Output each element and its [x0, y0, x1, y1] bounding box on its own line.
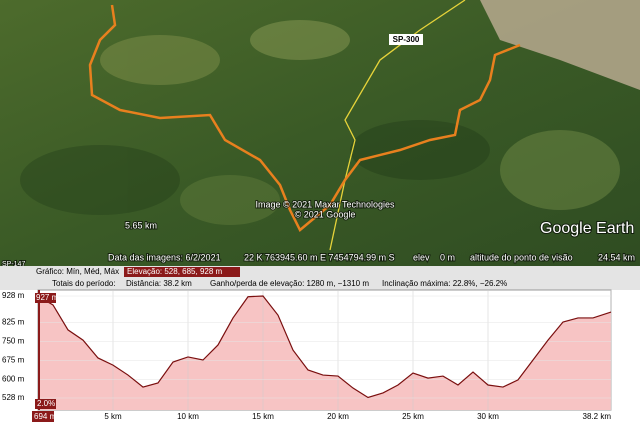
elev-label: elev — [413, 252, 430, 262]
eye-alt-label: altitude do ponto de visão — [470, 252, 573, 262]
x-tick-label: 10 km — [177, 412, 199, 421]
profile-header — [0, 266, 640, 290]
x-tick-label: 20 km — [327, 412, 349, 421]
eye-alt-value: 24.54 km — [598, 252, 635, 262]
elevation-line — [37, 295, 612, 399]
cursor-badge — [35, 399, 56, 409]
y-tick-label: 675 m — [2, 356, 25, 365]
x-tick-label: 38.2 km — [583, 412, 612, 421]
road-label: SP-147 — [2, 261, 25, 268]
x-tick-label: 15 km — [252, 412, 274, 421]
terrain — [20, 20, 620, 225]
distance: Distância: 38.2 km — [126, 279, 192, 288]
scale: 5.65 km — [125, 220, 157, 230]
cursor-badge — [32, 411, 54, 422]
city-area — [480, 0, 640, 90]
x-tick-label: 30 km — [477, 412, 499, 421]
elevation-stats: Elevação: 528, 685, 928 m — [127, 267, 223, 276]
logo: Google Earth — [540, 220, 634, 237]
y-tick-label: 600 m — [2, 375, 25, 384]
attribution: © 2021 Google — [295, 209, 356, 219]
totals-label: Totais do período: — [52, 279, 116, 288]
x-tick-label: 5 km — [104, 412, 122, 421]
graph-label: Gráfico: Mín, Méd, Máx — [36, 267, 119, 276]
attribution: Image © 2021 Maxar Technologies — [255, 199, 395, 209]
cursor-slope: 2.0% — [37, 399, 55, 408]
x-tick-label: 25 km — [402, 412, 424, 421]
coordinates: 22 K 763945.60 m E 7454794.99 m S — [244, 252, 395, 262]
cursor-elevation: 927 m — [36, 293, 59, 302]
elev-value: 0 m — [440, 252, 455, 262]
gain-loss: Ganho/perda de elevação: 1280 m, −1310 m — [210, 279, 369, 288]
y-tick-label: 928 m — [2, 291, 25, 300]
cursor-badge — [35, 293, 56, 303]
elevation-badge — [124, 267, 240, 277]
imagery-date: Data das imagens: 6/2/2021 — [108, 252, 221, 262]
road-sign — [389, 34, 423, 45]
road-label: SP-300 — [393, 35, 420, 44]
y-tick-label: 528 m — [2, 393, 25, 402]
y-tick-label: 825 m — [2, 317, 25, 326]
elevation-area — [38, 296, 611, 410]
route — [88, 4, 521, 232]
start-elevation: 694 m — [34, 412, 57, 421]
y-tick-label: 750 m — [2, 336, 25, 345]
max-slope: Inclinação máxima: 22.8%, −26.2% — [382, 279, 507, 288]
